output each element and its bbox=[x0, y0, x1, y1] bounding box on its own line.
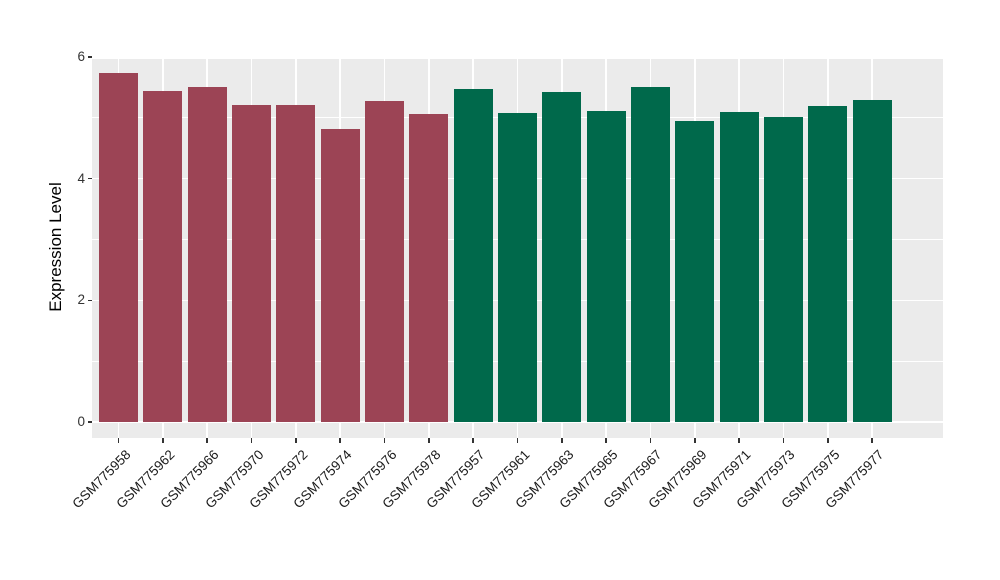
x-tick-mark bbox=[250, 438, 253, 443]
x-tick-mark bbox=[738, 438, 740, 443]
bar-GSM775976 bbox=[365, 100, 405, 422]
y-tick-mark bbox=[88, 299, 92, 302]
y-axis-title: Expression Level bbox=[46, 182, 65, 312]
plot-panel bbox=[92, 57, 943, 438]
x-tick-mark bbox=[826, 438, 829, 443]
bar-GSM775978 bbox=[409, 113, 449, 422]
bar-GSM775963 bbox=[542, 91, 582, 422]
bar-GSM775967 bbox=[630, 86, 670, 422]
y-tick-label: 2 bbox=[77, 292, 85, 308]
bar-GSM775969 bbox=[675, 120, 715, 422]
x-tick-mark bbox=[383, 438, 386, 443]
x-tick-mark bbox=[472, 438, 474, 443]
bar-GSM775977 bbox=[852, 99, 892, 422]
x-tick-mark bbox=[206, 438, 209, 443]
bar-GSM775972 bbox=[276, 105, 316, 422]
y-tick-mark bbox=[88, 421, 92, 423]
y-tick-mark bbox=[88, 56, 92, 58]
bar-GSM775971 bbox=[719, 111, 759, 422]
bar-GSM775958 bbox=[99, 73, 139, 422]
x-tick-mark bbox=[605, 438, 607, 443]
bar-GSM775957 bbox=[453, 89, 493, 422]
bar-GSM775973 bbox=[763, 116, 803, 422]
bar-GSM775965 bbox=[586, 110, 626, 422]
bar-GSM775966 bbox=[187, 86, 227, 422]
x-tick-mark bbox=[782, 438, 785, 443]
x-tick-mark bbox=[516, 438, 519, 443]
bar-GSM775974 bbox=[320, 128, 360, 422]
x-tick-mark bbox=[295, 438, 297, 443]
y-tick-mark bbox=[88, 177, 92, 180]
bar-GSM775970 bbox=[232, 105, 272, 422]
bar-GSM775975 bbox=[808, 106, 848, 422]
x-tick-mark bbox=[871, 438, 873, 443]
x-tick-mark bbox=[693, 438, 696, 443]
x-tick-mark bbox=[428, 438, 430, 443]
x-tick-mark bbox=[162, 438, 164, 443]
x-tick-mark bbox=[649, 438, 652, 443]
x-tick-mark bbox=[339, 438, 341, 443]
y-tick-label: 0 bbox=[77, 414, 85, 429]
x-tick-mark bbox=[117, 438, 120, 443]
x-tick-mark bbox=[561, 438, 563, 443]
y-tick-label: 4 bbox=[77, 170, 85, 186]
y-tick-label: 6 bbox=[77, 49, 85, 64]
bar-GSM775962 bbox=[143, 91, 183, 422]
bar-GSM775961 bbox=[497, 112, 537, 422]
